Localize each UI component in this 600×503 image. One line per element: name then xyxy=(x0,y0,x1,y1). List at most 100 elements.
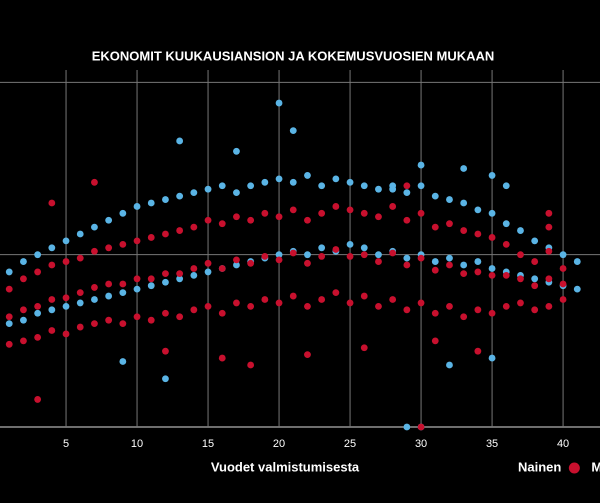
point xyxy=(119,320,127,328)
point xyxy=(176,137,184,145)
point xyxy=(119,289,127,296)
point xyxy=(545,247,553,255)
point xyxy=(488,209,496,217)
point xyxy=(204,185,212,193)
point xyxy=(190,271,198,279)
point xyxy=(403,182,411,190)
point xyxy=(403,306,411,314)
point xyxy=(289,178,297,186)
point xyxy=(289,127,297,135)
point xyxy=(446,220,453,228)
point xyxy=(375,185,382,193)
point xyxy=(318,296,326,303)
point xyxy=(488,354,496,362)
point xyxy=(20,258,27,265)
point xyxy=(446,361,453,369)
point xyxy=(318,182,326,190)
point xyxy=(360,251,368,259)
point xyxy=(34,396,42,403)
point xyxy=(105,244,113,252)
point xyxy=(133,275,141,283)
point xyxy=(275,256,283,264)
point xyxy=(431,266,439,274)
point xyxy=(275,299,283,307)
point xyxy=(360,344,368,352)
point xyxy=(247,259,255,267)
point xyxy=(162,278,169,286)
point xyxy=(375,302,382,310)
point xyxy=(446,261,453,269)
point xyxy=(460,165,468,172)
point xyxy=(105,216,113,224)
point xyxy=(34,309,42,317)
point xyxy=(20,306,27,314)
point xyxy=(247,182,255,190)
point xyxy=(346,240,354,248)
point xyxy=(218,309,226,317)
point xyxy=(417,161,425,169)
point xyxy=(147,234,155,241)
point xyxy=(48,244,56,252)
point xyxy=(460,199,468,207)
point xyxy=(304,251,311,259)
x-tick-label: 40 xyxy=(557,438,569,450)
point xyxy=(446,196,453,203)
point xyxy=(5,268,13,276)
point xyxy=(247,361,255,369)
point xyxy=(162,270,169,278)
point xyxy=(147,275,155,283)
point xyxy=(545,302,553,310)
point xyxy=(559,296,567,303)
point xyxy=(346,178,354,186)
point xyxy=(474,206,482,214)
point xyxy=(417,423,425,431)
point xyxy=(417,299,425,307)
point xyxy=(304,259,311,267)
x-tick-label: 30 xyxy=(415,438,427,450)
point xyxy=(460,227,468,234)
point xyxy=(190,265,198,272)
point xyxy=(389,185,397,193)
x-tick-label: 20 xyxy=(273,438,285,450)
point xyxy=(233,256,240,264)
point xyxy=(517,251,524,259)
point xyxy=(332,289,340,296)
point xyxy=(76,323,84,331)
point xyxy=(176,275,184,283)
point xyxy=(147,282,155,290)
point xyxy=(20,316,27,324)
point xyxy=(389,249,397,257)
point xyxy=(62,294,70,302)
point xyxy=(375,251,382,259)
point xyxy=(289,206,297,214)
x-tick-label: 15 xyxy=(202,438,214,450)
point xyxy=(417,182,425,190)
point xyxy=(48,199,56,207)
point xyxy=(573,285,581,293)
point xyxy=(176,227,184,234)
point xyxy=(119,280,127,288)
x-axis-label: Vuodet valmistumisesta xyxy=(211,459,360,474)
point xyxy=(162,347,169,355)
point xyxy=(34,251,42,259)
point xyxy=(48,306,56,314)
point xyxy=(346,253,354,260)
point xyxy=(502,182,510,190)
point xyxy=(204,216,212,224)
point xyxy=(233,299,240,307)
point xyxy=(91,284,98,291)
point xyxy=(488,172,496,179)
point xyxy=(446,254,453,262)
point xyxy=(34,333,42,341)
point xyxy=(76,289,84,296)
x-tick-label: 10 xyxy=(131,438,143,450)
point xyxy=(474,258,482,265)
point xyxy=(332,203,340,210)
point xyxy=(275,99,283,107)
point xyxy=(304,172,311,179)
point xyxy=(403,261,411,269)
point xyxy=(133,285,141,293)
point xyxy=(502,240,510,248)
point xyxy=(346,299,354,307)
